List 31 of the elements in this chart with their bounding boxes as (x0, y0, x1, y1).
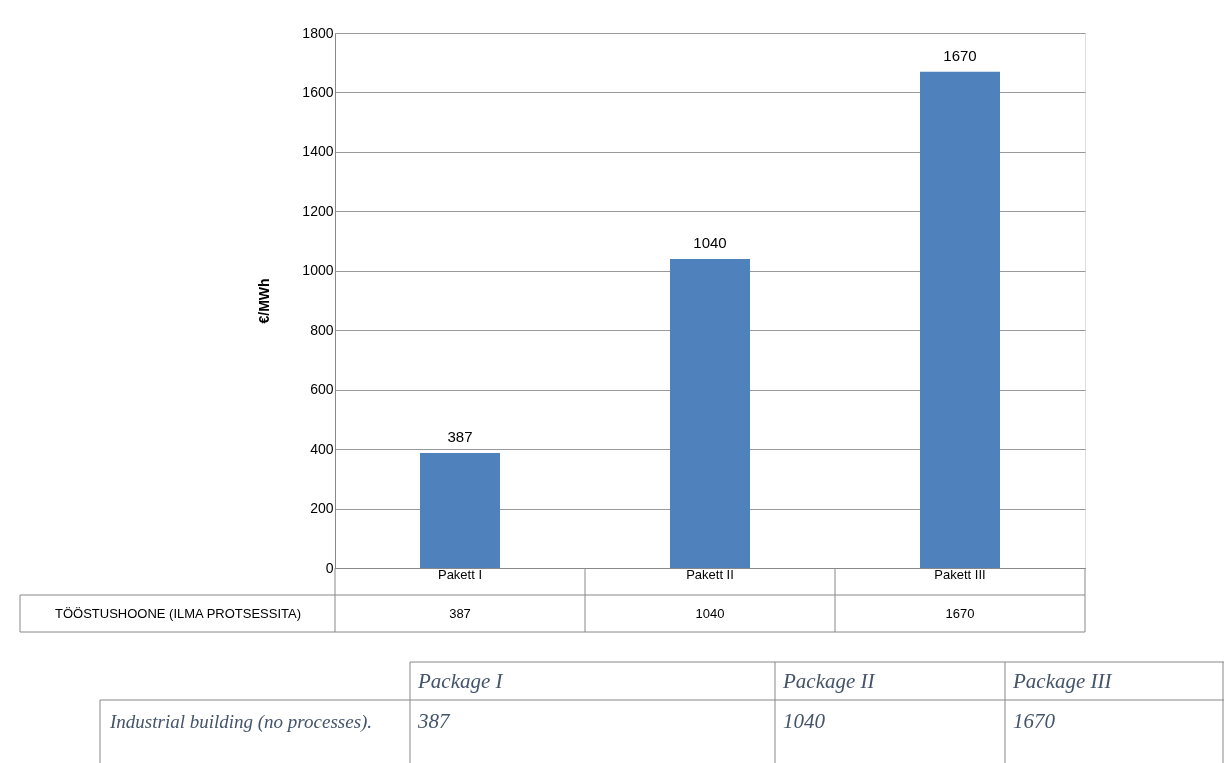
y-tick-label: 1600 (302, 83, 334, 100)
x-tick-label: Pakett III (934, 566, 986, 582)
text: 1670 (1013, 709, 1055, 733)
bar (920, 71, 1000, 568)
y-tick-label: 1000 (302, 262, 334, 279)
bar (420, 452, 500, 568)
y-axis-title: €/MWh (256, 278, 273, 324)
data-label: 1040 (695, 606, 725, 621)
y-tick-label: 0 (325, 559, 334, 576)
y-tick-label: 200 (310, 500, 334, 517)
annotation: 387 (447, 427, 473, 445)
y-tick-label: 1800 (302, 24, 334, 41)
data-label: 1670 (945, 606, 975, 621)
y-tick-label: 600 (310, 381, 334, 398)
y-tick-label: 1200 (302, 202, 334, 219)
text: Package I (417, 669, 504, 693)
y-tick-label: 800 (310, 321, 334, 338)
text: Industrial building (no processes). (109, 711, 373, 733)
annotation: 1670 (943, 46, 977, 64)
data-label: 387 (449, 606, 471, 621)
text: Package II (782, 669, 876, 693)
text: 1040 (783, 709, 825, 733)
text: 387 (418, 709, 450, 733)
annotation: 1040 (693, 233, 727, 251)
text: TÖÖSTUSHOONE (ILMA PROTSESSITA) (54, 606, 302, 621)
x-tick-label: Pakett II (686, 566, 734, 582)
text: Package III (1012, 669, 1113, 693)
y-tick-label: 1400 (302, 143, 334, 160)
bar (670, 258, 750, 568)
y-tick-label: 400 (310, 440, 334, 457)
x-tick-label: Pakett I (437, 566, 483, 582)
